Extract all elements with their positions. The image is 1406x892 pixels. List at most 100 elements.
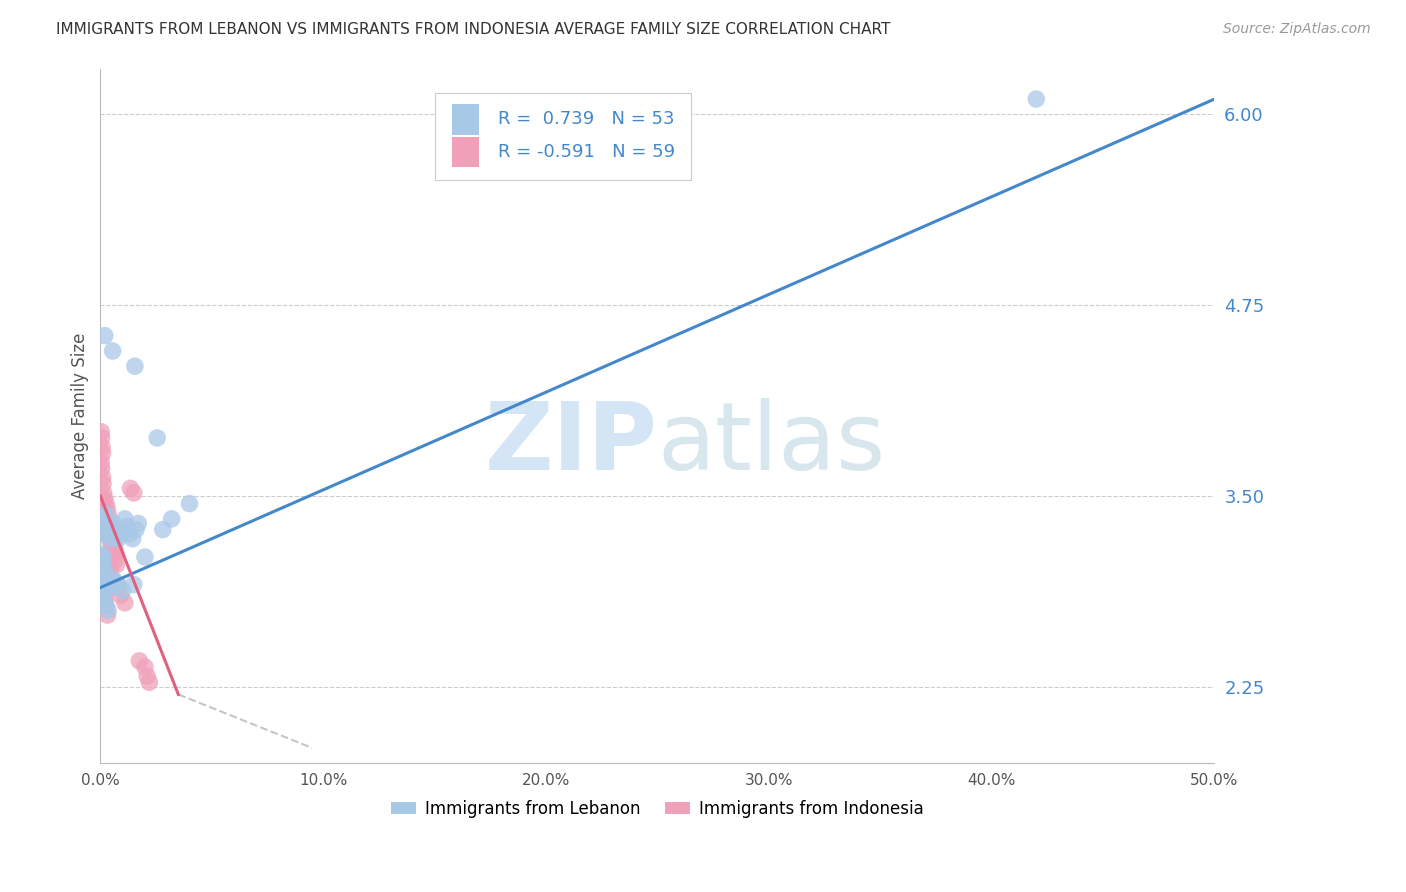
Point [97, 603, 120, 617]
Point [91, 497, 114, 511]
Point [93, 508, 115, 522]
Point [101, 523, 124, 537]
Point [94, 558, 117, 572]
Point [122, 486, 145, 500]
Point [96, 573, 118, 587]
Point [101, 532, 124, 546]
Text: atlas: atlas [658, 398, 886, 490]
Point [104, 542, 127, 557]
Point [94, 512, 117, 526]
Point [96, 516, 118, 531]
Point [179, 497, 201, 511]
Point [90, 583, 112, 598]
Point [91, 558, 114, 572]
Point [101, 573, 124, 587]
Point [94, 497, 117, 511]
Point [103, 547, 125, 561]
Point [97, 558, 120, 572]
Point [91, 512, 114, 526]
Point [90, 431, 112, 445]
Point [97, 519, 120, 533]
Point [100, 581, 122, 595]
Point [94, 568, 117, 582]
Point [100, 538, 122, 552]
Text: IMMIGRANTS FROM LEBANON VS IMMIGRANTS FROM INDONESIA AVERAGE FAMILY SIZE CORRELA: IMMIGRANTS FROM LEBANON VS IMMIGRANTS FR… [56, 22, 890, 37]
Point [124, 359, 146, 374]
Point [90, 425, 112, 439]
Point [96, 523, 118, 537]
Point [138, 675, 160, 690]
Point [107, 532, 129, 546]
Point [134, 660, 156, 674]
Point [104, 553, 127, 567]
Y-axis label: Average Family Size: Average Family Size [72, 333, 89, 499]
Point [111, 583, 134, 598]
Point [91, 446, 114, 460]
Point [104, 581, 127, 595]
Point [91, 501, 114, 516]
Point [125, 523, 148, 537]
Point [94, 599, 117, 613]
Point [94, 508, 117, 522]
Point [91, 470, 114, 484]
Point [90, 491, 112, 506]
Point [93, 486, 115, 500]
Point [101, 343, 124, 358]
Point [121, 532, 143, 546]
Legend: Immigrants from Lebanon, Immigrants from Indonesia: Immigrants from Lebanon, Immigrants from… [385, 793, 929, 824]
Point [110, 527, 132, 541]
Point [146, 431, 169, 445]
Point [93, 562, 115, 576]
Point [118, 527, 141, 541]
Point [91, 476, 114, 491]
Point [96, 608, 118, 623]
Text: R =  0.739   N = 53: R = 0.739 N = 53 [498, 111, 675, 128]
Point [103, 573, 125, 587]
Point [105, 577, 128, 591]
Point [114, 596, 136, 610]
Point [110, 588, 132, 602]
Point [90, 568, 112, 582]
Point [96, 523, 118, 537]
Point [128, 654, 150, 668]
Point [96, 501, 118, 516]
Point [94, 512, 117, 526]
Point [98, 516, 121, 531]
Point [96, 549, 118, 564]
Point [91, 519, 114, 533]
FancyBboxPatch shape [453, 104, 479, 135]
Point [93, 588, 115, 602]
Point [160, 512, 183, 526]
Point [105, 527, 128, 541]
Point [90, 455, 112, 469]
Point [134, 549, 156, 564]
Point [91, 588, 114, 602]
Point [114, 512, 136, 526]
Text: R = -0.591   N = 59: R = -0.591 N = 59 [498, 143, 675, 161]
Point [98, 573, 121, 587]
Point [91, 577, 114, 591]
Point [91, 527, 114, 541]
Point [100, 532, 122, 546]
Point [94, 599, 117, 613]
Point [93, 596, 115, 610]
Point [94, 328, 117, 343]
Point [120, 481, 142, 495]
Point [98, 527, 121, 541]
Point [115, 519, 138, 533]
Point [103, 538, 125, 552]
Point [127, 516, 149, 531]
Point [98, 532, 121, 546]
Text: ZIP: ZIP [485, 398, 658, 490]
Point [97, 577, 120, 591]
Point [94, 491, 117, 506]
Point [1025, 92, 1047, 106]
Point [90, 573, 112, 587]
Point [90, 461, 112, 475]
Point [104, 547, 127, 561]
Point [91, 553, 114, 567]
Point [100, 562, 122, 576]
Point [122, 577, 145, 591]
Point [101, 542, 124, 557]
Point [91, 592, 114, 607]
